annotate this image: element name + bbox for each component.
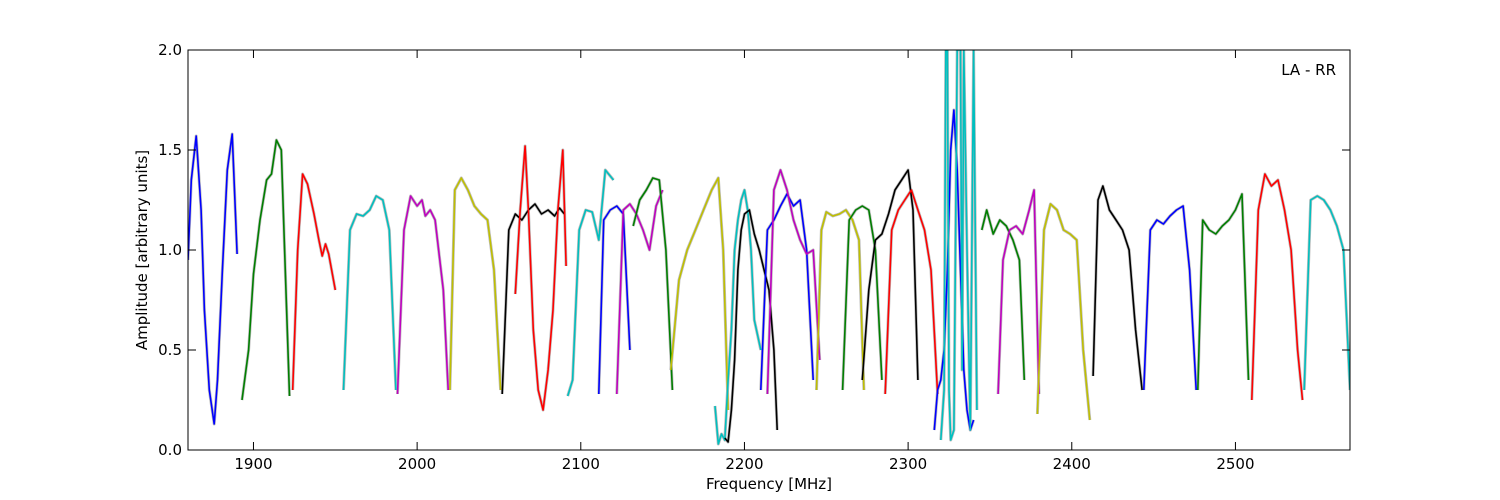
series-line-4 xyxy=(396,195,449,395)
y-axis-label: Amplitude [arbitrary units] xyxy=(133,150,151,350)
series-line-5 xyxy=(449,177,502,391)
x-tick-label-2400: 2400 xyxy=(1053,455,1091,473)
series-line-11 xyxy=(632,177,674,391)
series-line-8 xyxy=(566,169,615,397)
series-line-29 xyxy=(1251,173,1304,401)
series-line-24 xyxy=(997,189,1040,395)
series-line-21 xyxy=(933,109,975,431)
series-line-6 xyxy=(501,203,566,395)
series-line-13 xyxy=(714,189,762,445)
series-line-16 xyxy=(766,169,821,395)
y-tick-label-1: 0.5 xyxy=(158,341,182,359)
series-line-2 xyxy=(291,173,337,391)
series-layer xyxy=(188,50,1350,446)
series-line-10 xyxy=(616,189,664,395)
series-line-15 xyxy=(760,193,814,391)
series-line-7 xyxy=(514,145,567,411)
x-tick-label-2000: 2000 xyxy=(398,455,436,473)
series-line-23 xyxy=(981,209,1026,381)
x-tick-label-1900: 1900 xyxy=(234,455,272,473)
series-line-30 xyxy=(1303,195,1350,391)
legend-annotation: LA - RR xyxy=(1281,61,1336,79)
series-line-18 xyxy=(841,205,883,391)
y-tick-label-4: 2.0 xyxy=(158,41,182,59)
series-line-22 xyxy=(940,50,978,441)
x-tick-label-2500: 2500 xyxy=(1216,455,1254,473)
y-tick-label-2: 1.0 xyxy=(158,241,182,259)
series-line-12 xyxy=(670,177,729,411)
series-line-14 xyxy=(724,209,778,443)
series-line-27 xyxy=(1143,205,1197,391)
series-line-3 xyxy=(342,195,397,391)
series-line-17 xyxy=(815,209,865,391)
y-tick-label-3: 1.5 xyxy=(158,141,182,159)
ticks-layer: 1900 2000 2100 2200 2300 2400 2500 0.0 0.5 1.0 1.5… xyxy=(158,41,1350,473)
series-line-25 xyxy=(1036,203,1091,421)
y-tick-label-0: 0.0 xyxy=(158,441,182,459)
x-tick-label-2100: 2100 xyxy=(562,455,600,473)
x-tick-label-2200: 2200 xyxy=(725,455,763,473)
x-tick-label-2300: 2300 xyxy=(889,455,927,473)
series-line-28 xyxy=(1197,193,1250,391)
series-line-20 xyxy=(884,189,939,395)
x-axis-label: Frequency [MHz] xyxy=(706,475,832,493)
series-line-1 xyxy=(241,139,291,401)
series-line-9 xyxy=(598,205,631,395)
series-line-26 xyxy=(1092,185,1143,391)
series-line-0 xyxy=(188,133,238,425)
